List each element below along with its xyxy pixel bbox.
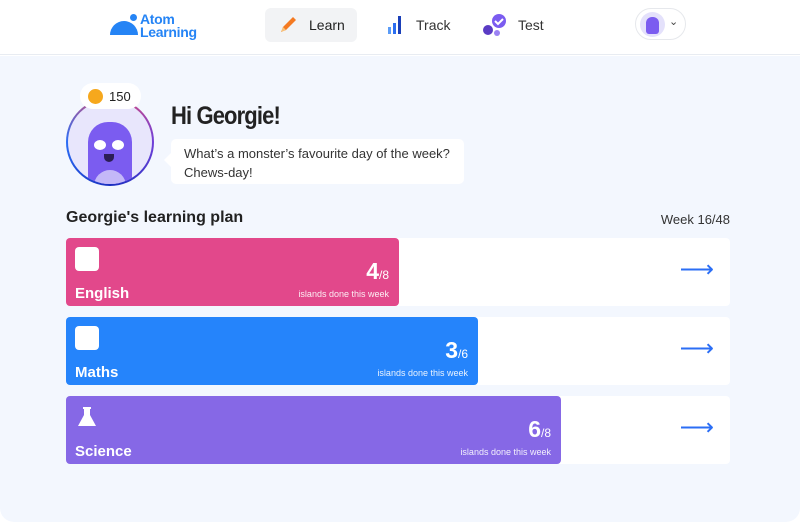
coin-icon: [88, 88, 103, 104]
nav-label: Track: [416, 17, 451, 33]
score-label: islands done this week: [298, 289, 389, 299]
subject-name: Maths: [75, 364, 119, 381]
coin-count: 150: [109, 88, 131, 104]
score-label: islands done this week: [460, 447, 551, 457]
arrow-right-icon[interactable]: ⟶: [679, 256, 714, 283]
divide-icon: [75, 326, 99, 350]
subject-card-science[interactable]: Science 6/8 islands done this week ⟶: [66, 396, 730, 464]
joke-text: What’s a monster’s favourite day of the …: [184, 146, 450, 161]
progress-fill: Maths 3/6 islands done this week: [66, 317, 478, 385]
subject-name: English: [75, 285, 130, 302]
pencil-icon: [281, 17, 296, 32]
score-label: islands done this week: [377, 368, 468, 378]
book-icon: [75, 247, 99, 271]
flask-icon: [75, 405, 99, 429]
score: 6/8: [528, 416, 551, 442]
greeting: Hi Georgie!: [171, 102, 281, 130]
atom-learning-logo[interactable]: Atom Learning: [110, 12, 200, 43]
coin-balance: 150: [80, 83, 141, 109]
score: 3/6: [445, 337, 468, 363]
progress-fill: English 4/8 islands done this week: [66, 238, 399, 306]
joke-bubble: What’s a monster’s favourite day of the …: [164, 139, 464, 184]
checkmark-badge-icon: [483, 14, 506, 36]
plan-title: Georgie's learning plan: [66, 209, 244, 226]
subject-name: Science: [75, 443, 132, 460]
week-counter: Week 16/48: [660, 212, 730, 227]
avatar: [640, 12, 665, 37]
score: 4/8: [366, 258, 389, 284]
nav-label: Test: [518, 17, 544, 33]
nav-label: Learn: [309, 17, 345, 33]
chevron-down-icon: ⌄: [669, 16, 679, 28]
profile-menu-button[interactable]: ⌄: [635, 8, 686, 40]
top-nav: Atom Learning Learn Track Test ⌄: [0, 0, 800, 55]
arrow-right-icon[interactable]: ⟶: [679, 335, 714, 362]
progress-fill: Science 6/8 islands done this week: [66, 396, 561, 464]
nav-test[interactable]: Test: [470, 8, 556, 42]
nav-learn[interactable]: Learn: [265, 8, 357, 42]
subject-card-english[interactable]: English 4/8 islands done this week ⟶: [66, 238, 730, 306]
nav-track[interactable]: Track: [372, 8, 462, 42]
arrow-right-icon[interactable]: ⟶: [679, 414, 714, 441]
subject-card-maths[interactable]: Maths 3/6 islands done this week ⟶: [66, 317, 730, 385]
avatar: [66, 98, 154, 186]
monster-icon: [88, 122, 132, 184]
bar-chart-icon: [388, 16, 401, 34]
joke-punchline: Chews-day!: [184, 165, 253, 180]
